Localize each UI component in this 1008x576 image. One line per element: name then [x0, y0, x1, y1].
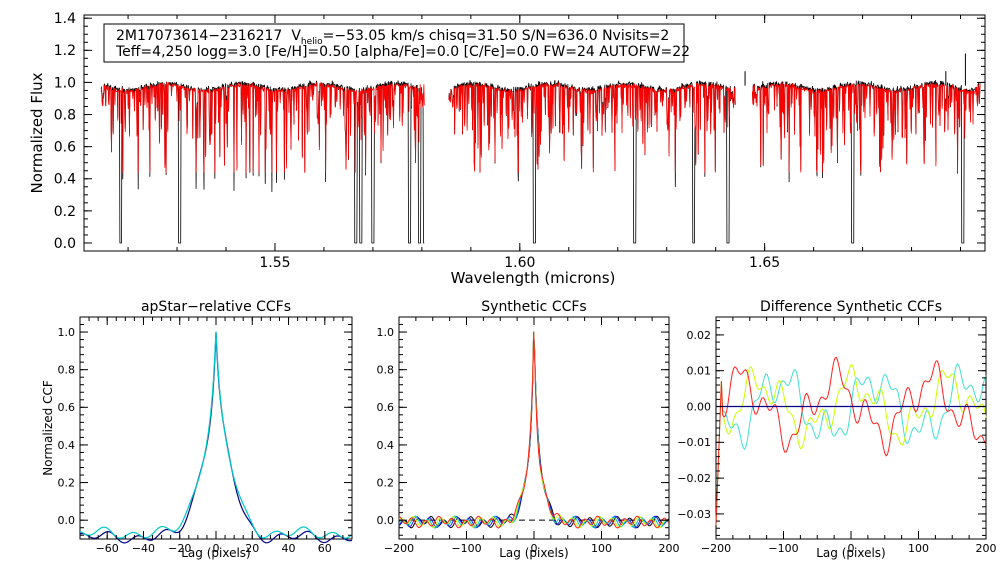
x-tick-label: −40: [132, 542, 155, 555]
synthetic-ccf-panel: −200 −100 0 100 200 0.0 0.2 0.4 0.6 0.8 1.0 Synthe…: [377, 299, 680, 560]
y-tick-label: 0.6: [58, 401, 76, 414]
x-tick-label: −100: [768, 542, 798, 555]
y-tick-label: 0.2: [377, 476, 395, 489]
y-tick-label: 0.0: [377, 514, 395, 527]
y-tick-label: 0.6: [54, 140, 76, 156]
spectrum-synthetic-line-chip-2: [448, 82, 736, 173]
synthetic-ccf-series-5: [398, 331, 669, 529]
difference-ccf-frame: [715, 316, 987, 540]
x-tick-label: 0: [531, 542, 538, 555]
x-tick-label: 1.65: [749, 255, 780, 271]
y-tick-label: −0.01: [677, 436, 711, 449]
x-tick-label: −60: [96, 542, 119, 555]
info-box-frame: [103, 23, 685, 63]
spectrum-y-label: Normalized Flux: [28, 72, 46, 193]
x-tick-label: −200: [701, 542, 731, 555]
difference-ccf-lines: [715, 356, 987, 525]
synthetic-ccf-lines: [398, 331, 669, 529]
y-tick-label: 0.6: [377, 401, 395, 414]
x-tick-label: 20: [245, 542, 259, 555]
y-tick-label: 0.0: [58, 514, 76, 527]
synthetic-ccf-title: Synthetic CCFs: [481, 299, 586, 315]
synthetic-ccf-series-2: [398, 331, 669, 529]
y-tick-label: 0.00: [687, 400, 712, 413]
y-tick-label: 0.02: [687, 329, 712, 342]
apstar-ccf-y-label: Normalized CCF: [41, 380, 55, 476]
y-tick-label: 0.8: [377, 364, 395, 377]
y-tick-label: 0.8: [58, 364, 76, 377]
spectrum-synthetic-line-chip-3: [752, 82, 981, 173]
x-tick-label: 40: [282, 542, 296, 555]
info-line-1: 2M17073614−2316217 Vhelio=−53.05 km/s chi…: [116, 28, 669, 47]
apstar-ccf-lines: [79, 331, 353, 544]
y-tick-label: 0.8: [54, 107, 76, 123]
y-tick-label: 1.0: [58, 326, 76, 339]
y-tick-label: −0.03: [677, 508, 711, 521]
synthetic-ccf-x-label: Lag (pixels): [499, 546, 569, 560]
x-tick-label: −20: [168, 542, 191, 555]
y-tick-label: 0.2: [54, 204, 76, 220]
y-tick-label: 0.2: [58, 476, 76, 489]
difference-ccf-x-label: Lag (pixels): [816, 546, 886, 560]
difference-ccf-panel: −200 −100 0 100 200 −0.03 −0.02 −0.01 0.00 0.01 0.…: [677, 299, 996, 560]
y-tick-label: 1.4: [54, 11, 76, 27]
x-tick-label: 0: [213, 542, 220, 555]
spectrum-plot-frame: [83, 14, 986, 252]
apstar-ccf-axes: −60 −40 −20 0 20 40 60 0.0 0.2 0.4 0.6 0.8 1.0: [58, 317, 353, 555]
x-tick-label: 100: [908, 542, 929, 555]
spectrum-lines: [100, 53, 981, 244]
x-tick-label: 1.60: [504, 255, 535, 271]
x-tick-label: 1.55: [259, 255, 290, 271]
difference-ccf-series-2: [715, 364, 987, 525]
apstar-ccf-panel: −60 −40 −20 0 20 40 60 0.0 0.2 0.4 0.6 0.8 1.0 apSta…: [41, 299, 353, 560]
y-tick-label: −0.02: [677, 472, 711, 485]
y-tick-label: 1.0: [54, 75, 76, 91]
synthetic-ccf-series-1: [398, 331, 669, 529]
difference-ccf-series-1: [715, 363, 987, 525]
y-tick-label: 0.01: [687, 365, 712, 378]
vhelio-symbol: V: [291, 28, 301, 44]
x-tick-label: −100: [451, 542, 481, 555]
y-tick-label: 0.0: [54, 236, 76, 252]
apstar-ccf-series-1: [79, 331, 353, 544]
spectrum-panel: 1.55 1.60 1.65 0.0 0.2 0.4 0.6 0.8 1.0 1.2 1.4 2M1…: [28, 11, 986, 287]
y-tick-label: 0.4: [54, 172, 76, 188]
y-tick-label: 0.4: [58, 439, 76, 452]
spectrum-x-label: Wavelength (microns): [451, 269, 616, 287]
vhelio-stats: =−53.05 km/s chisq=31.50 S/N=636.0 Nvisi…: [323, 28, 670, 44]
y-tick-label: 1.2: [54, 43, 76, 59]
apstar-ccf-x-label: Lag (pixels): [181, 546, 251, 560]
spectrum-info-box: 2M17073614−2316217 Vhelio=−53.05 km/s chi…: [103, 23, 690, 63]
x-tick-label: 60: [318, 542, 332, 555]
star-id: 2M17073614−2316217: [116, 28, 282, 44]
difference-ccf-axes: −200 −100 0 100 200 −0.03 −0.02 −0.01 0.00 0.01 0.…: [677, 317, 997, 555]
x-tick-label: 0: [848, 542, 855, 555]
synthetic-ccf-axes: −200 −100 0 100 200 0.0 0.2 0.4 0.6 0.8 1.0: [377, 317, 680, 555]
x-tick-label: 200: [976, 542, 997, 555]
apstar-ccf-frame: [79, 316, 353, 540]
apstar-ccf-series-2: [79, 331, 353, 539]
synthetic-ccf-series-3: [398, 331, 669, 529]
spectrum-synthetic-line-chip-1: [100, 81, 425, 173]
x-tick-label: 100: [591, 542, 612, 555]
x-tick-label: 200: [659, 542, 680, 555]
info-line-2: Teff=4,250 logg=3.0 [Fe/H]=0.50 [alpha/F…: [115, 44, 690, 60]
y-tick-label: 0.4: [377, 439, 395, 452]
synthetic-ccf-series-4: [398, 331, 669, 529]
vhelio-subscript: helio: [301, 37, 323, 47]
difference-ccf-title: Difference Synthetic CCFs: [760, 299, 942, 315]
y-tick-label: 1.0: [377, 326, 395, 339]
spectrum-axes: 1.55 1.60 1.65 0.0 0.2 0.4 0.6 0.8 1.0 1.2 1.4: [54, 11, 985, 271]
x-tick-label: −200: [384, 542, 414, 555]
apstar-ccf-title: apStar−relative CCFs: [141, 299, 291, 315]
difference-ccf-series-3: [715, 356, 987, 525]
